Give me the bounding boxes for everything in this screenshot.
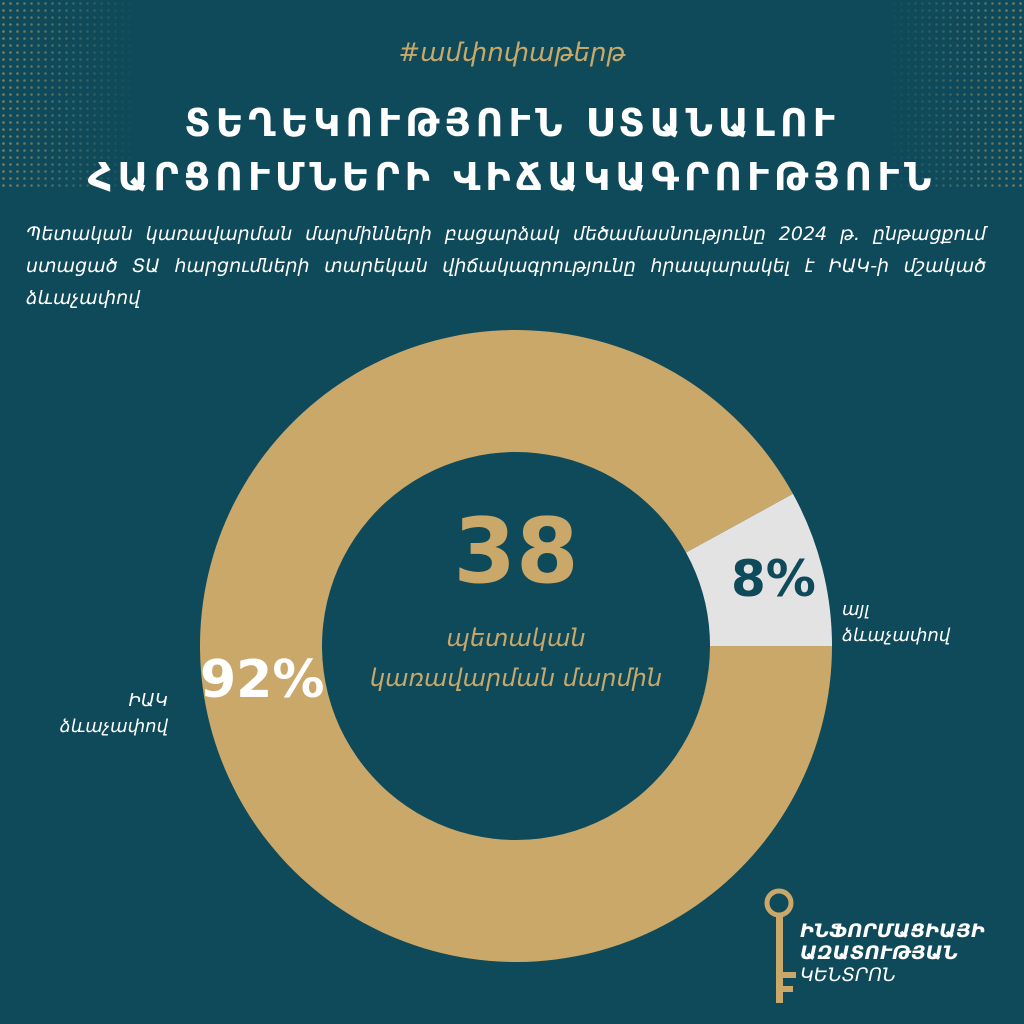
logo-text: ԻՆՖՈՐՄԱՑԻԱՅԻ ԱԶԱՏՈՒԹՅԱՆ ԿԵՆՏՐՈՆ (800, 920, 985, 986)
key-logo-icon (764, 888, 796, 1003)
decorative-dot-pattern-right (884, 0, 1024, 190)
legend-label-main-line-1: ԻԱԿ (128, 690, 168, 711)
slice-value-label-other: 8% (731, 550, 816, 608)
legend-label-other-line-2: ձևաչափով (842, 625, 951, 646)
center-subtitle-line-2: կառավարման մարմին (369, 664, 663, 692)
logo-line-2: ԱԶԱՏՈՒԹՅԱՆ (800, 942, 958, 964)
legend-label-other-line-1: այլ (842, 599, 870, 620)
legend-label-main: ԻԱԿ ձևաչափով (40, 688, 168, 740)
slice-value-label-main: 92% (200, 650, 325, 710)
logo-line-3: ԿԵՆՏՐՈՆ (800, 964, 897, 986)
title-line-1: ՏԵՂԵԿՈՒԹՅՈՒՆ ՍՏԱՆԱԼՈՒ (184, 101, 840, 145)
decorative-dot-pattern-left (0, 0, 140, 190)
page-title: ՏԵՂԵԿՈՒԹՅՈՒՆ ՍՏԱՆԱԼՈՒ ՀԱՐՑՈՒՄՆԵՐԻ ՎԻՃԱԿԱ… (0, 96, 1024, 204)
center-subtitle: պետական կառավարման մարմին (336, 618, 696, 698)
description: Պետական կառավարման մարմինների բացարձակ մ… (26, 223, 986, 309)
legend-label-main-line-2: ձևաչափով (59, 716, 168, 737)
center-number: 38 (453, 499, 579, 604)
donut-slice-other (686, 493, 832, 646)
logo-line-1: ԻՆՖՈՐՄԱՑԻԱՅԻ (800, 920, 985, 942)
center-subtitle-line-1: պետական (446, 624, 586, 652)
hashtag: #ամփոփաթերթ (398, 38, 626, 68)
title-line-2: ՀԱՐՑՈՒՄՆԵՐԻ ՎԻՃԱԿԱԳՐՈՒԹՅՈՒՆ (87, 155, 937, 199)
donut-slice-main (200, 329, 832, 962)
legend-label-other: այլ ձևաչափով (842, 597, 950, 649)
